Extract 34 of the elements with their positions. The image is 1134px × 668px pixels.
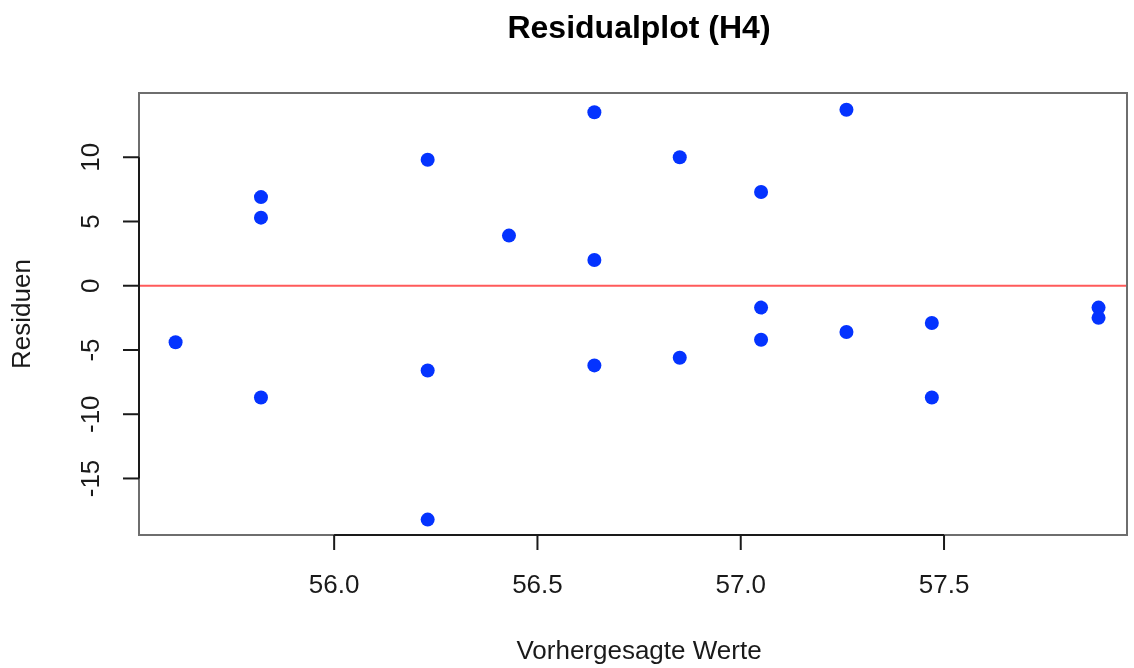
point [587, 105, 602, 120]
x-tick-label: 57.0 [715, 569, 767, 600]
y-axis-title: Residuen [6, 259, 37, 369]
point [924, 315, 939, 330]
point [672, 350, 687, 365]
point [501, 228, 516, 243]
y-tick-label: 5 [75, 214, 106, 229]
y-tick-label: 0 [75, 278, 106, 293]
point [924, 390, 939, 405]
point [754, 332, 769, 347]
point [1091, 310, 1106, 325]
point [587, 358, 602, 373]
point [420, 512, 435, 527]
x-tick-label: 56.0 [308, 569, 360, 600]
y-tick-label: -15 [75, 459, 106, 498]
point [587, 253, 602, 268]
point [754, 300, 769, 315]
x-axis-title: Vorhergesagte Werte [516, 635, 762, 666]
point [253, 190, 268, 205]
point [672, 150, 687, 165]
chart-title: Residualplot (H4) [507, 8, 771, 45]
point [420, 363, 435, 378]
x-tick-label: 56.5 [512, 569, 563, 600]
point [839, 102, 854, 117]
point [253, 210, 268, 225]
point [839, 324, 854, 339]
point [168, 335, 183, 350]
point [754, 184, 769, 199]
y-tick-label: -5 [75, 338, 106, 362]
y-tick-label: 10 [75, 142, 106, 172]
x-tick-label: 57.5 [918, 569, 970, 600]
point [253, 390, 268, 405]
point [420, 152, 435, 167]
y-tick-label: -10 [75, 395, 106, 434]
